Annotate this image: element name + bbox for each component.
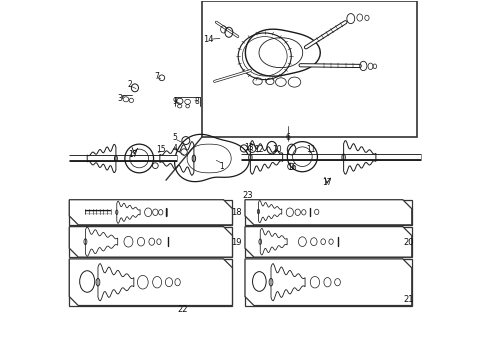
Text: 23: 23 (242, 191, 253, 200)
Text: 9: 9 (172, 97, 177, 106)
Bar (69, 200, 232, 225)
Text: 14: 14 (203, 35, 214, 44)
Text: 19: 19 (231, 238, 242, 247)
Text: 10: 10 (272, 145, 282, 154)
Text: 8: 8 (194, 96, 199, 105)
Polygon shape (69, 200, 232, 225)
Text: 11: 11 (307, 145, 316, 154)
Text: 7: 7 (155, 72, 160, 81)
Text: 4: 4 (172, 144, 177, 153)
Text: 20: 20 (404, 238, 414, 247)
Text: 17: 17 (128, 150, 138, 159)
Text: 1: 1 (220, 162, 224, 171)
Polygon shape (69, 259, 232, 306)
Text: 6: 6 (286, 133, 291, 142)
Text: 21: 21 (404, 294, 414, 303)
Text: 5: 5 (172, 133, 177, 142)
Text: 17: 17 (323, 177, 332, 186)
Bar (245, 200, 412, 225)
Text: 18: 18 (231, 208, 242, 217)
Bar (245, 226, 412, 257)
Text: 13: 13 (244, 143, 253, 152)
Text: 15: 15 (156, 145, 166, 154)
Bar (245, 259, 412, 306)
Text: 3: 3 (118, 94, 122, 103)
Text: 22: 22 (177, 305, 188, 314)
Text: 16: 16 (287, 163, 296, 172)
Polygon shape (245, 259, 412, 306)
Polygon shape (245, 226, 412, 257)
Polygon shape (69, 226, 232, 257)
Bar (202, 1, 417, 137)
Text: 2: 2 (128, 81, 133, 90)
Bar (69, 259, 232, 306)
Bar (69, 226, 232, 257)
Polygon shape (245, 200, 412, 225)
Text: 12: 12 (254, 145, 264, 154)
